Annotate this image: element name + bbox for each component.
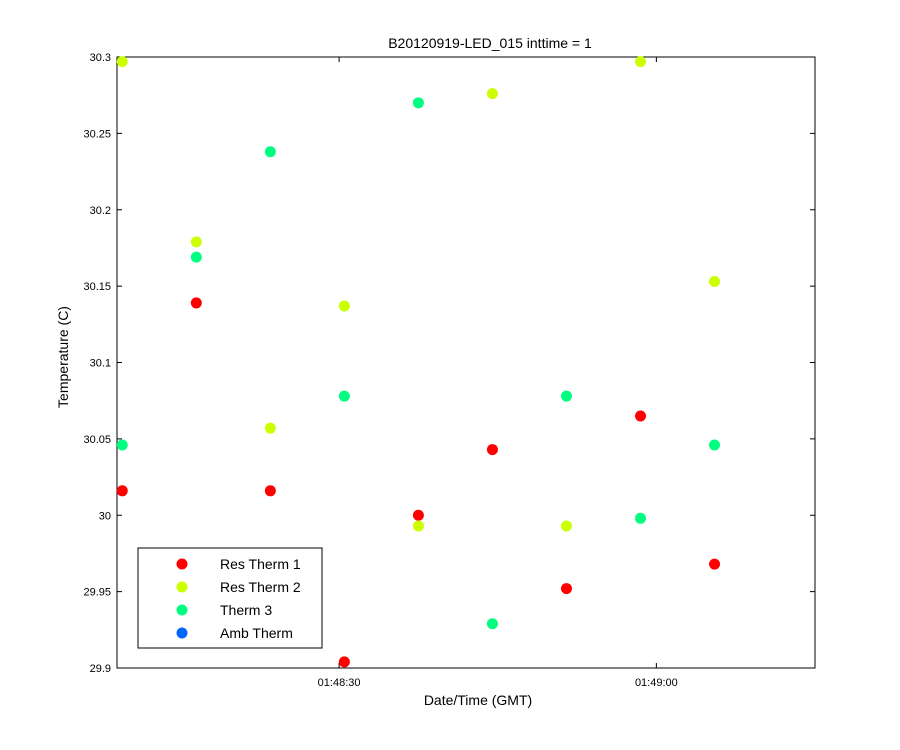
data-point	[190, 297, 202, 309]
data-point	[709, 558, 721, 570]
legend-label: Therm 3	[220, 602, 272, 618]
data-point	[412, 520, 424, 532]
data-point	[116, 56, 128, 68]
data-point	[338, 390, 350, 402]
data-point	[560, 583, 572, 595]
series-res-therm-1	[116, 297, 721, 668]
chart-title: B20120919-LED_015 inttime = 1	[388, 35, 592, 51]
x-tick-label: 01:49:00	[635, 677, 678, 689]
legend-box	[137, 547, 323, 649]
data-point	[338, 656, 350, 668]
data-point	[635, 56, 646, 68]
y-axis: 29.9 29.95 30 30.05 30.1 30.15 30.2 30.25 30.3	[83, 52, 815, 675]
y-axis-label: Temperature (C)	[55, 306, 71, 408]
legend-label: Res Therm 1	[220, 556, 301, 572]
legend: Res Therm 1 Res Therm 2 Therm 3 Amb Therm	[137, 547, 323, 649]
data-point	[264, 485, 276, 497]
data-point	[486, 88, 498, 100]
legend-marker	[176, 627, 188, 639]
data-point	[116, 439, 128, 451]
series-res-therm-2	[116, 56, 721, 532]
data-point	[709, 276, 721, 288]
legend-label: Amb Therm	[220, 625, 293, 641]
x-tick-label: 01:48:30	[318, 677, 361, 689]
data-points	[116, 56, 721, 668]
x-axis-label: Date/Time (GMT)	[424, 692, 532, 708]
data-point	[486, 444, 498, 456]
legend-marker	[176, 604, 188, 616]
y-tick-label: 30	[99, 510, 111, 522]
data-point	[486, 618, 498, 630]
data-point	[264, 422, 276, 434]
y-tick-label: 30.25	[83, 128, 111, 140]
data-point	[116, 485, 128, 497]
data-point	[190, 236, 202, 248]
data-point	[264, 146, 276, 158]
y-tick-label: 30.1	[90, 358, 111, 370]
data-point	[560, 520, 572, 532]
data-point	[412, 97, 424, 109]
data-point	[709, 439, 721, 451]
y-tick-label: 30.2	[90, 205, 111, 217]
data-point	[338, 300, 350, 312]
legend-marker	[176, 581, 188, 593]
y-tick-label: 30.3	[90, 52, 111, 64]
y-tick-label: 29.9	[90, 663, 111, 675]
data-point	[190, 251, 202, 263]
legend-label: Res Therm 2	[220, 579, 301, 595]
series-therm-3	[116, 97, 721, 630]
data-point	[635, 410, 646, 422]
y-tick-label: 29.95	[83, 587, 111, 599]
legend-marker	[176, 558, 188, 570]
y-tick-label: 30.05	[83, 434, 111, 446]
y-tick-label: 30.15	[83, 281, 111, 293]
data-point	[635, 512, 646, 524]
x-axis: 01:48:30 01:49:00	[318, 57, 678, 689]
data-point	[412, 509, 424, 521]
data-point	[560, 390, 572, 402]
